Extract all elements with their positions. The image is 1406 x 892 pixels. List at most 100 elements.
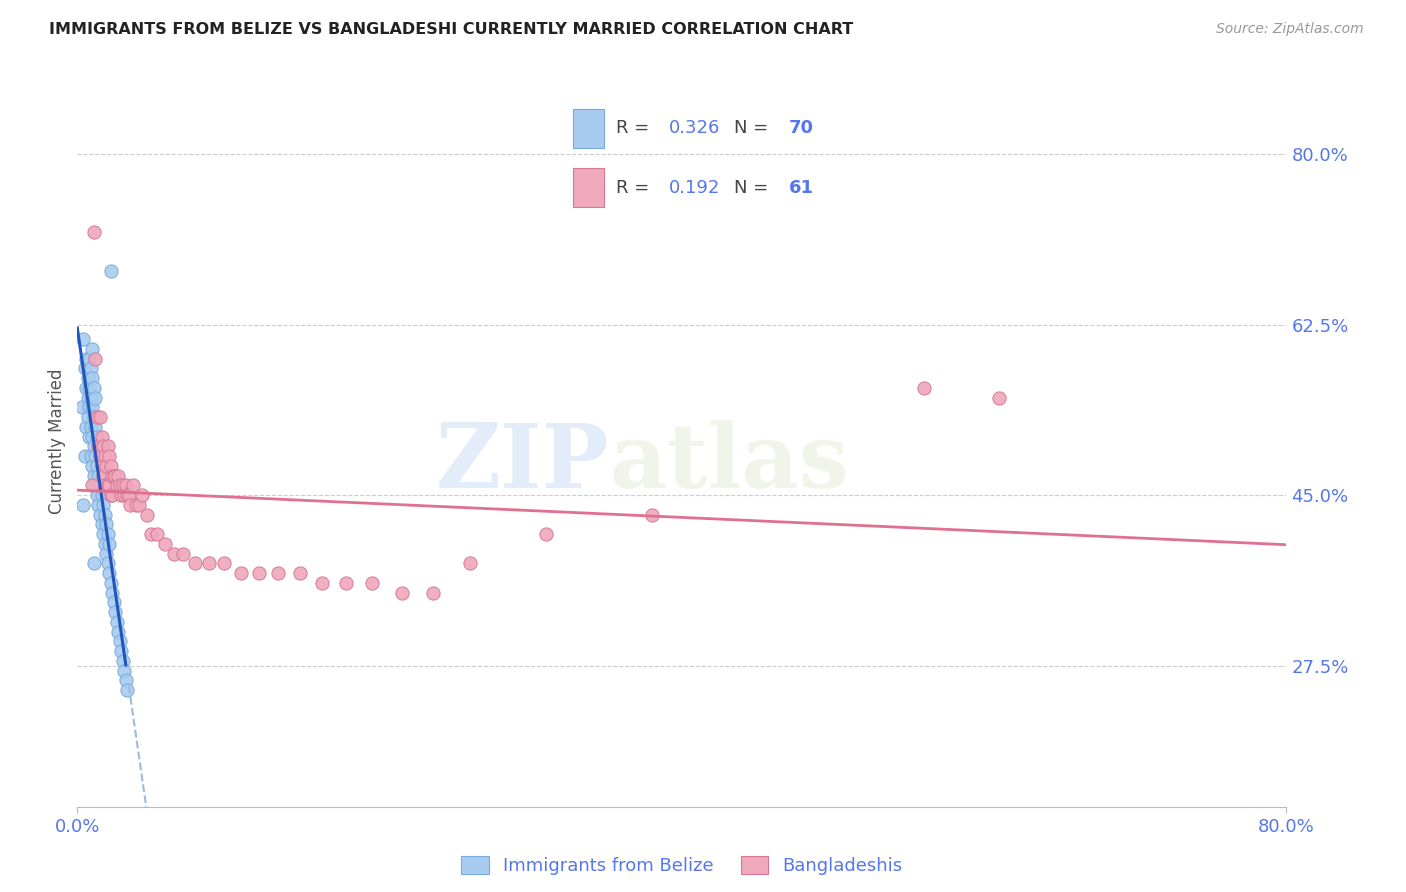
Point (83, 225, 105, 239)
Point (115, 488, 138, 502)
Point (988, 391, 1011, 405)
Point (101, 488, 124, 502)
Point (89, 508, 111, 522)
Point (118, 488, 141, 502)
Point (75, 351, 97, 366)
Point (75, 381, 97, 395)
Point (198, 557, 221, 571)
Point (82, 342, 104, 356)
Point (80, 449, 103, 463)
Point (91, 468, 114, 483)
Point (84, 351, 107, 366)
Point (153, 537, 176, 551)
Point (84, 478, 107, 492)
Point (73, 361, 96, 376)
Point (98, 537, 121, 551)
Point (311, 576, 333, 591)
Point (108, 478, 131, 492)
Point (422, 585, 444, 599)
Point (96, 557, 118, 571)
Point (70, 401, 93, 415)
Point (87, 439, 110, 453)
Text: ZIP: ZIP (436, 420, 609, 507)
Point (94, 458, 117, 473)
Point (122, 478, 145, 492)
Point (131, 488, 153, 502)
Point (93, 508, 115, 522)
Point (91, 527, 114, 541)
Point (391, 585, 413, 599)
Text: IMMIGRANTS FROM BELIZE VS BANGLADESHI CURRENTLY MARRIED CORRELATION CHART: IMMIGRANTS FROM BELIZE VS BANGLADESHI CU… (49, 22, 853, 37)
Point (212, 557, 235, 571)
Point (75, 420, 97, 434)
Point (86, 458, 108, 473)
Point (93, 537, 115, 551)
Point (77, 410, 100, 425)
Text: Source: ZipAtlas.com: Source: ZipAtlas.com (1216, 22, 1364, 37)
Point (361, 576, 384, 591)
Point (83, 410, 105, 425)
Point (96, 439, 118, 453)
Point (247, 566, 270, 581)
Point (534, 527, 557, 541)
Point (101, 585, 124, 599)
Point (172, 547, 194, 561)
Point (94, 547, 117, 561)
Point (100, 576, 122, 591)
Point (91, 498, 114, 512)
Point (94, 517, 117, 532)
Point (335, 576, 357, 591)
Point (82, 371, 104, 385)
Point (79, 430, 101, 444)
Point (98, 478, 121, 492)
Point (86, 430, 108, 444)
Point (93, 478, 115, 492)
Point (93, 478, 115, 492)
Y-axis label: Currently Married: Currently Married (48, 368, 66, 515)
Point (104, 605, 127, 619)
Point (91, 468, 114, 483)
Point (128, 498, 150, 512)
Point (82, 478, 104, 492)
Point (267, 566, 290, 581)
Point (120, 498, 142, 512)
Point (93, 449, 115, 463)
Point (98, 566, 121, 581)
Text: atlas: atlas (609, 420, 849, 507)
Point (115, 683, 138, 698)
Point (458, 557, 481, 571)
Point (146, 527, 169, 541)
Point (72, 498, 94, 512)
Point (96, 478, 118, 492)
Point (107, 624, 129, 639)
Point (103, 595, 125, 609)
Point (89, 478, 111, 492)
Point (79, 351, 101, 366)
Point (91, 439, 114, 453)
Point (912, 381, 935, 395)
Point (89, 410, 111, 425)
Point (80, 420, 103, 434)
Point (87, 468, 110, 483)
Point (184, 557, 207, 571)
Point (125, 498, 148, 512)
Point (90, 430, 112, 444)
Point (83, 439, 105, 453)
Legend: Immigrants from Belize, Bangladeshis: Immigrants from Belize, Bangladeshis (454, 848, 910, 882)
Point (111, 654, 134, 668)
Point (105, 478, 128, 492)
Point (83, 381, 105, 395)
Point (108, 634, 131, 648)
Point (90, 458, 112, 473)
Point (80, 361, 103, 376)
Point (82, 458, 104, 473)
Point (80, 391, 103, 405)
Point (87, 439, 110, 453)
Point (73, 449, 96, 463)
Point (110, 488, 132, 502)
Point (77, 391, 100, 405)
Point (100, 264, 122, 278)
Point (111, 478, 134, 492)
Point (100, 488, 122, 502)
Point (86, 410, 108, 425)
